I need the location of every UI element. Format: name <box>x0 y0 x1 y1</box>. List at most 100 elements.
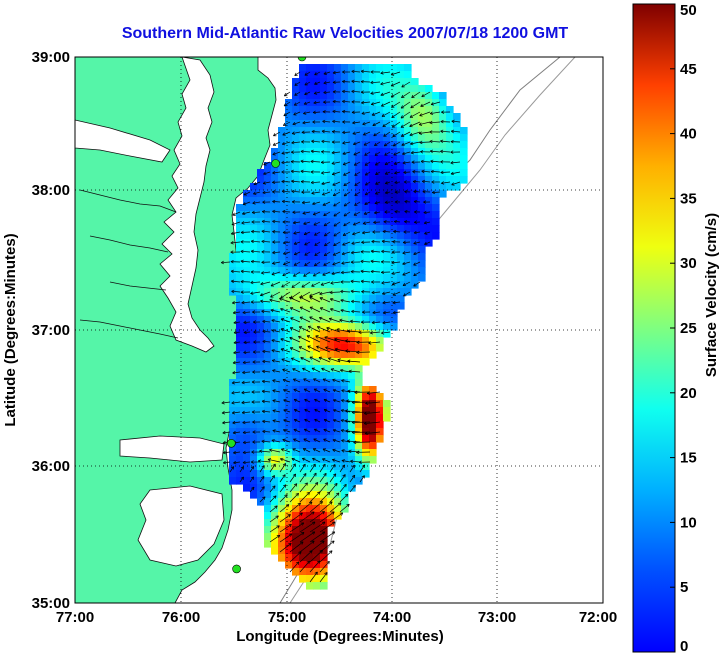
velocity-arrow-head <box>231 233 235 236</box>
velocity-arrow <box>231 401 241 404</box>
velocity-cell <box>278 400 286 408</box>
velocity-cell <box>376 141 384 149</box>
velocity-cell <box>313 400 321 408</box>
velocity-cell <box>236 225 244 233</box>
velocity-arrow-head <box>328 492 331 496</box>
velocity-arrow-head <box>243 342 247 345</box>
velocity-arrow <box>279 533 292 543</box>
velocity-arrow-head <box>241 221 245 224</box>
velocity-arrow <box>342 231 351 236</box>
velocity-arrow <box>269 449 281 453</box>
velocity-arrow-head <box>440 151 443 154</box>
velocity-cell <box>299 99 307 107</box>
velocity-cell <box>292 288 300 296</box>
velocity-cell <box>320 554 328 562</box>
velocity-arrow <box>283 419 291 423</box>
velocity-arrow-head <box>312 201 315 205</box>
velocity-arrow-head <box>242 460 246 463</box>
velocity-cell <box>390 204 398 212</box>
velocity-cell <box>306 519 314 527</box>
velocity-arrow-head <box>221 411 225 414</box>
velocity-cell <box>446 113 454 121</box>
velocity-arrow <box>392 301 401 304</box>
velocity-arrow <box>350 460 361 463</box>
velocity-arrow <box>430 150 441 153</box>
velocity-cell <box>320 330 328 338</box>
station-marker <box>297 57 307 62</box>
velocity-arrow-head <box>240 476 244 479</box>
velocity-arrow <box>309 549 323 563</box>
velocity-cell <box>236 323 244 331</box>
velocity-cell <box>362 267 370 275</box>
velocity-cell <box>236 372 244 380</box>
velocity-arrow-head <box>347 360 351 363</box>
velocity-cell <box>411 162 419 170</box>
velocity-arrow-head <box>231 222 235 225</box>
velocity-cell <box>320 190 328 198</box>
velocity-arrow-head <box>282 232 286 235</box>
velocity-arrow-head <box>231 402 235 405</box>
velocity-cell <box>376 274 384 282</box>
velocity-cell <box>390 246 398 254</box>
velocity-arrow-head <box>391 250 395 253</box>
velocity-cell <box>390 267 398 275</box>
velocity-arrow-head <box>371 241 375 244</box>
velocity-arrow <box>272 390 281 393</box>
velocity-arrow-head <box>312 273 316 277</box>
velocity-arrow-head <box>295 483 298 487</box>
velocity-arrow-head <box>311 367 315 371</box>
velocity-arrow <box>233 451 241 454</box>
velocity-arrow-head <box>250 291 254 294</box>
velocity-cell <box>355 477 363 485</box>
velocity-cell <box>411 134 419 142</box>
velocity-cell <box>355 155 363 163</box>
velocity-arrow <box>431 101 441 105</box>
velocity-arrow-head <box>336 483 338 487</box>
velocity-cell <box>460 148 468 156</box>
velocity-cell <box>278 365 286 373</box>
velocity-arrow-head <box>312 212 316 215</box>
velocity-arrow <box>313 438 321 443</box>
velocity-arrow-head <box>403 170 407 173</box>
velocity-arrow-head <box>380 92 384 96</box>
velocity-cell <box>285 414 293 422</box>
velocity-cell <box>369 449 377 457</box>
velocity-arrow <box>362 231 371 234</box>
velocity-cell <box>306 113 314 121</box>
velocity-arrow <box>232 361 241 364</box>
velocity-arrow-head <box>324 336 328 338</box>
velocity-arrow-head <box>342 141 346 144</box>
velocity-arrow-head <box>364 201 367 205</box>
velocity-arrow <box>311 131 321 133</box>
velocity-arrow <box>289 512 303 523</box>
velocity-arrow <box>353 211 361 216</box>
velocity-arrow-head <box>342 91 345 94</box>
velocity-arrow-head <box>263 173 267 176</box>
velocity-cell <box>362 225 370 233</box>
velocity-arrow-head <box>332 174 336 176</box>
velocity-cell <box>411 246 419 254</box>
velocity-arrow-head <box>351 79 355 82</box>
velocity-cell <box>362 449 370 457</box>
velocity-cell <box>355 71 363 79</box>
velocity-arrow-head <box>290 533 293 537</box>
velocity-cell <box>299 204 307 212</box>
velocity-arrow-head <box>353 440 357 443</box>
velocity-arrow <box>409 131 421 136</box>
velocity-cell <box>292 309 300 317</box>
velocity-cell <box>264 225 272 233</box>
velocity-arrow-head <box>360 81 364 84</box>
velocity-cell <box>327 463 335 471</box>
velocity-arrow-head <box>432 192 436 195</box>
velocity-arrow <box>240 250 251 253</box>
velocity-cell <box>327 519 335 527</box>
velocity-arrow-head <box>392 284 396 286</box>
velocity-arrow <box>319 291 331 295</box>
velocity-cell <box>404 204 412 212</box>
velocity-cell <box>460 127 468 135</box>
velocity-cell <box>278 141 286 149</box>
velocity-cell <box>250 197 258 205</box>
velocity-arrow-head <box>272 429 276 431</box>
velocity-cell <box>355 379 363 387</box>
velocity-cell <box>278 540 286 548</box>
